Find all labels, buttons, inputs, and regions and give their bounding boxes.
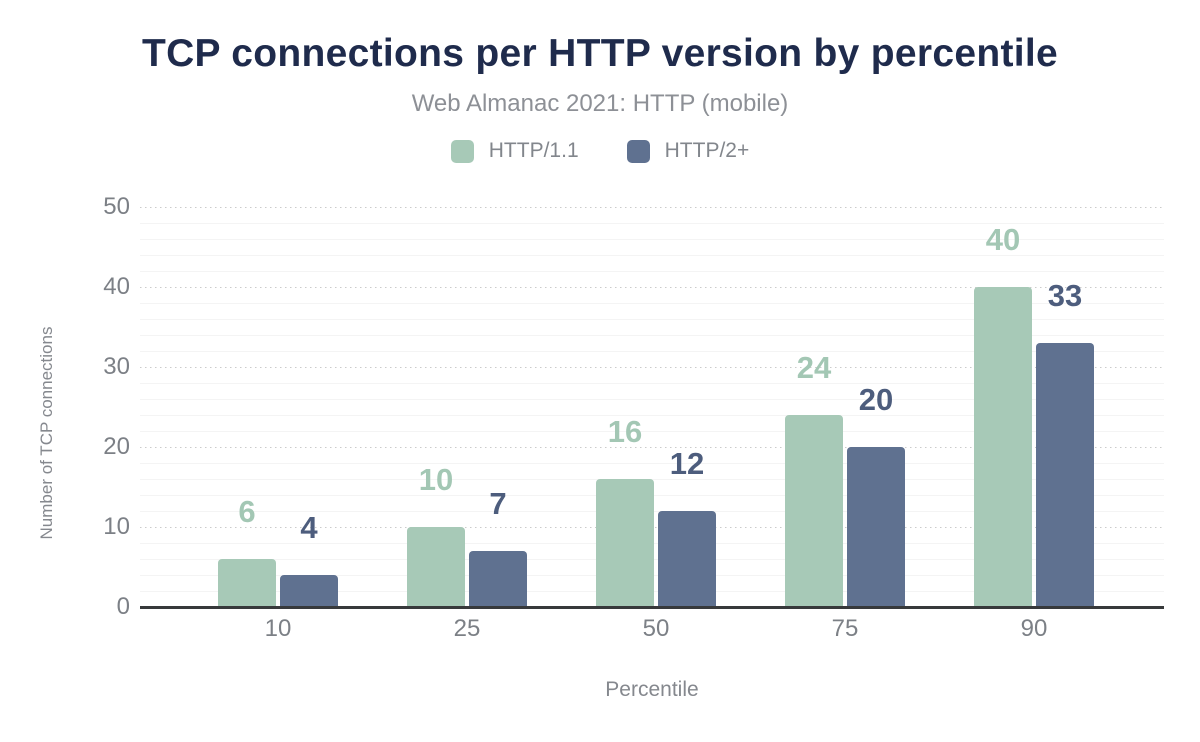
gridline-minor-38 [140,303,1164,304]
bar-http11-p90[interactable] [974,287,1032,607]
y-tick-label-30: 30 [103,353,130,380]
bar-value-label-http2-p25: 7 [489,486,507,521]
x-tick-label-50: 50 [642,615,670,642]
gridline-minor-24 [140,415,1164,416]
bar-value-label-http11-p90: 40 [985,222,1021,257]
chart-legend: HTTP/1.1 HTTP/2+ [0,139,1200,163]
x-axis-ticks: 10 25 50 75 90 [140,615,1164,647]
y-tick-label-40: 40 [103,273,130,300]
legend-swatch-http2-icon [626,139,650,163]
legend-item-http11: HTTP/1.1 [450,139,579,163]
bar-value-label-http11-p10: 6 [238,494,256,529]
gridline-minor-26 [140,399,1164,400]
gridline-major-20 [140,447,1164,448]
bar-value-label-http11-p25: 10 [418,462,454,497]
bar-value-label-http2-p75: 20 [858,382,894,417]
bar-http11-p25[interactable] [407,527,465,607]
y-tick-label-0: 0 [116,593,130,620]
x-tick-label-90: 90 [1020,615,1048,642]
bar-value-label-http11-p75: 24 [796,350,832,385]
chart-subtitle: Web Almanac 2021: HTTP (mobile) [411,90,789,117]
bar-http2-p75[interactable] [847,447,905,607]
x-axis-title: Percentile [605,678,699,701]
y-tick-label-10: 10 [103,513,130,540]
legend-item-http2: HTTP/2+ [626,139,750,163]
gridline-minor-48 [140,223,1164,224]
bar-http11-p50[interactable] [596,479,654,607]
y-tick-label-50: 50 [103,193,130,220]
gridline-minor-34 [140,335,1164,336]
gridline-minor-32 [140,351,1164,352]
x-tick-label-10: 10 [264,615,292,642]
bar-http11-p10[interactable] [218,559,276,607]
gridline-minor-36 [140,319,1164,320]
x-tick-label-25: 25 [453,615,481,642]
bar-value-label-http11-p50: 16 [607,414,643,449]
gridline-minor-44 [140,255,1164,256]
plot-area: 6 4 10 7 16 12 24 20 40 33 [140,207,1164,609]
gridline-major-30 [140,367,1164,368]
gridline-minor-28 [140,383,1164,384]
bar-http2-p10[interactable] [280,575,338,607]
bar-value-label-http2-p50: 12 [669,446,705,481]
gridline-major-50 [140,207,1164,208]
bar-value-label-http2-p10: 4 [300,510,318,545]
bar-http2-p25[interactable] [469,551,527,607]
gridline-major-40 [140,287,1164,288]
x-tick-label-75: 75 [831,615,859,642]
bar-http2-p90[interactable] [1036,343,1094,607]
bar-value-label-http2-p90: 33 [1047,278,1083,313]
bar-http11-p75[interactable] [785,415,843,607]
gridline-minor-46 [140,239,1164,240]
chart-title: TCP connections per HTTP version by perc… [141,32,1059,75]
legend-swatch-http11-icon [450,139,474,163]
x-axis-line [140,606,1164,609]
legend-label-http2: HTTP/2+ [664,139,750,162]
y-tick-label-20: 20 [103,433,130,460]
y-axis-ticks: 0 10 20 30 40 50 [0,193,130,620]
legend-label-http11: HTTP/1.1 [488,139,579,162]
gridline-minor-18 [140,463,1164,464]
gridline-minor-22 [140,431,1164,432]
gridline-minor-42 [140,271,1164,272]
bar-http2-p50[interactable] [658,511,716,607]
